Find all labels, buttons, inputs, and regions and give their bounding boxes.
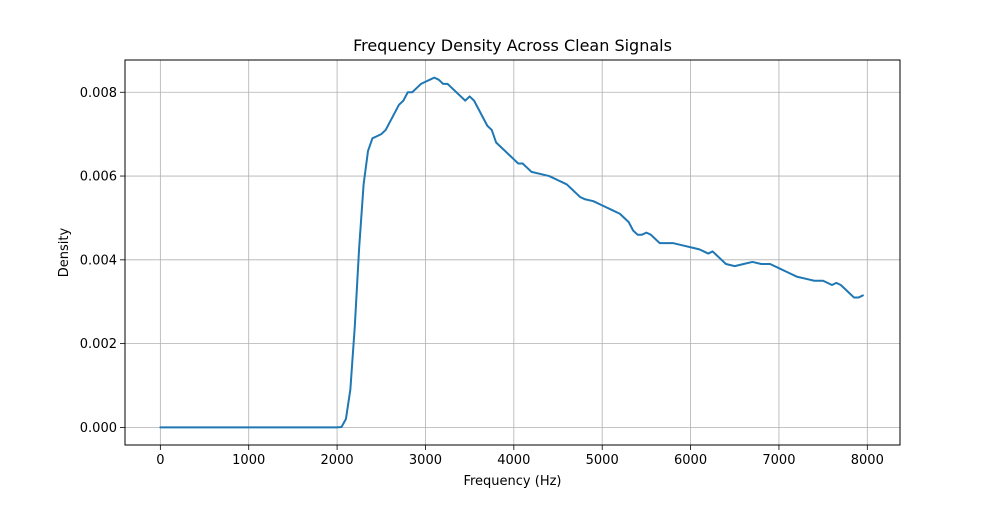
x-tick-label: 1000 xyxy=(232,453,265,468)
y-tick-label: 0.004 xyxy=(80,253,117,268)
series-layer xyxy=(159,76,864,429)
y-tick-label: 0.000 xyxy=(80,421,117,436)
x-tick-label: 8000 xyxy=(851,453,884,468)
axis-ticks: 0 1000 2000 3000 4000 5000 6000 7000 8000 0.000 0.… xyxy=(80,86,884,468)
x-tick-label: 0 xyxy=(156,453,164,468)
series-line xyxy=(159,76,864,429)
y-tick-label: 0.008 xyxy=(80,86,117,101)
x-tick-label: 6000 xyxy=(674,453,707,468)
grid-lines xyxy=(125,60,900,445)
x-tick-label: 4000 xyxy=(497,453,530,468)
x-axis-label: Frequency (Hz) xyxy=(463,474,561,489)
x-tick-label: 7000 xyxy=(762,453,795,468)
x-tick-label: 5000 xyxy=(586,453,619,468)
y-tick-label: 0.002 xyxy=(80,337,117,352)
chart-title: Frequency Density Across Clean Signals xyxy=(353,36,672,55)
y-tick-label: 0.006 xyxy=(80,170,117,185)
x-tick-label: 2000 xyxy=(321,453,354,468)
plot-frame xyxy=(124,59,901,446)
x-tick-label: 3000 xyxy=(409,453,442,468)
y-axis-label: Density xyxy=(57,227,72,277)
